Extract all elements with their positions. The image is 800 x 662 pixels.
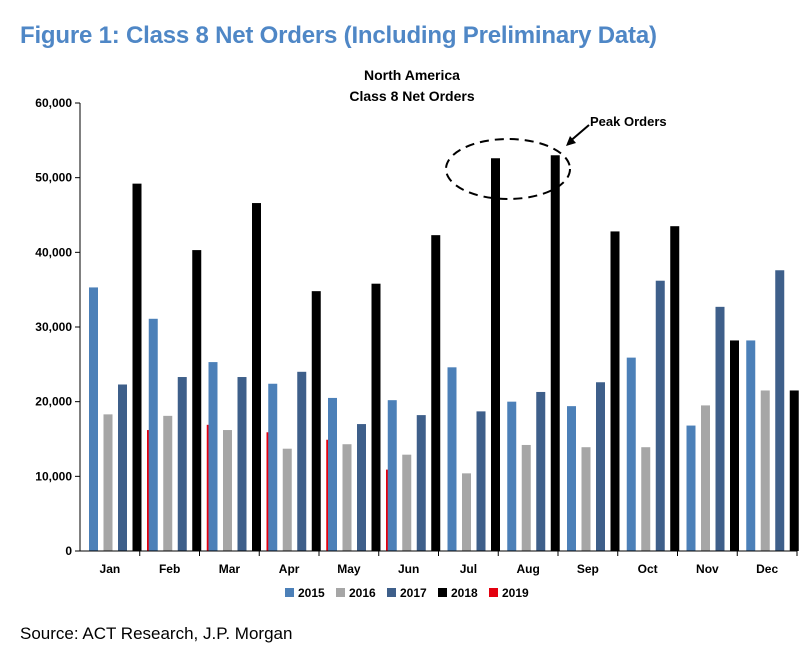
legend-label-2015: 2015 (298, 586, 325, 600)
bar-2015-mar (208, 362, 218, 551)
peak-orders-ellipse (445, 138, 571, 200)
bar-2018-sep (610, 231, 620, 551)
bar-2017-mar (237, 377, 247, 551)
bar-2015-jan (89, 287, 98, 551)
legend-swatch-2018 (438, 588, 447, 597)
figure-title: Figure 1: Class 8 Net Orders (Including … (20, 22, 657, 49)
bar-2015-apr (268, 383, 278, 551)
y-tick-label: 60,000 (35, 96, 72, 110)
legend: 2015 2016 2017 2018 2019 (285, 586, 529, 600)
bar-2015-dec (746, 340, 756, 551)
bar-2018-aug (550, 155, 560, 551)
x-tick-label: Jul (460, 562, 477, 576)
bar-2018-dec (789, 390, 799, 551)
legend-swatch-2016 (336, 588, 345, 597)
x-tick-label: Jun (398, 562, 419, 576)
x-tick-label: May (337, 562, 361, 576)
x-tick-label: Dec (756, 562, 778, 576)
bar-2017-oct (655, 280, 665, 551)
bar-2016-nov (701, 405, 710, 551)
bar-2016-jul (462, 473, 471, 551)
bar-2016-oct (641, 447, 651, 551)
bar-2017-nov (715, 306, 725, 551)
bars-group (89, 155, 799, 552)
chart-subtitle: Class 8 Net Orders (349, 88, 474, 104)
bar-2018-apr (311, 291, 321, 551)
y-tick-label: 50,000 (35, 171, 72, 185)
x-tick-label: Nov (696, 562, 719, 576)
bar-2015-oct (626, 357, 636, 551)
y-tick-label: 0 (65, 544, 72, 558)
bar-2015-feb (148, 318, 158, 551)
bar-2016-mar (223, 430, 232, 551)
legend-swatch-2019 (489, 588, 498, 597)
x-tick-label: Apr (279, 562, 300, 576)
legend-label-2016: 2016 (349, 586, 376, 600)
x-axis: Jan Feb Mar Apr May Jun Jul Aug Sep Oct Nov Dec (80, 550, 798, 576)
bar-2016-aug (521, 444, 531, 551)
bar-2017-jun (416, 415, 426, 551)
bar-2016-feb (163, 415, 173, 551)
y-tick-label: 30,000 (35, 320, 72, 334)
chart-title: North America (364, 67, 460, 83)
bar-2017-jan (118, 384, 127, 551)
legend-label-2019: 2019 (502, 586, 529, 600)
bar-2018-feb (192, 250, 202, 552)
bar-2015-sep (567, 406, 576, 551)
bar-2017-dec (775, 270, 785, 551)
bar-2016-may (342, 444, 352, 551)
bar-2017-sep (596, 382, 605, 551)
bar-2018-oct (670, 226, 680, 551)
bar-2018-may (371, 283, 381, 551)
bar-2018-jun (431, 235, 441, 551)
bar-2016-jan (103, 414, 113, 551)
bar-2015-may (328, 397, 337, 551)
y-tick-label: 10,000 (35, 469, 72, 483)
legend-label-2018: 2018 (451, 586, 478, 600)
peak-orders-arrowhead (566, 136, 576, 146)
y-tick-label: 40,000 (35, 245, 72, 259)
x-tick-label: Mar (219, 562, 241, 576)
bar-2016-dec (760, 390, 770, 551)
y-axis: 0 10,000 20,000 30,000 40,000 50,000 60,000 (35, 96, 81, 558)
y-tick-label: 20,000 (35, 395, 72, 409)
source-note: Source: ACT Research, J.P. Morgan (20, 624, 293, 643)
x-tick-label: Jan (100, 562, 121, 576)
peak-orders-label: Peak Orders (590, 114, 667, 129)
x-tick-label: Feb (159, 562, 180, 576)
bar-2015-nov (686, 425, 696, 551)
x-tick-label: Oct (638, 562, 658, 576)
legend-label-2017: 2017 (400, 586, 427, 600)
legend-swatch-2015 (285, 588, 294, 597)
bar-2017-apr (297, 371, 307, 551)
bar-2015-jun (387, 400, 397, 551)
legend-swatch-2017 (387, 588, 396, 597)
peak-orders-annotation: Peak Orders (445, 114, 667, 200)
bar-2016-jun (402, 454, 412, 551)
bar-2017-jul (476, 411, 486, 551)
bar-2017-feb (177, 377, 187, 551)
bar-2018-jul (491, 158, 500, 551)
bar-2017-may (357, 424, 366, 551)
x-tick-label: Aug (516, 562, 539, 576)
bar-2018-jan (132, 183, 142, 551)
bar-2018-mar (252, 203, 261, 551)
x-tick-label: Sep (577, 562, 599, 576)
bar-2015-aug (507, 401, 517, 551)
bar-2017-aug (536, 391, 546, 551)
bar-2016-apr (282, 448, 292, 551)
bar-2015-jul (447, 367, 457, 551)
bar-2018-nov (730, 340, 739, 551)
bar-2016-sep (581, 447, 591, 551)
